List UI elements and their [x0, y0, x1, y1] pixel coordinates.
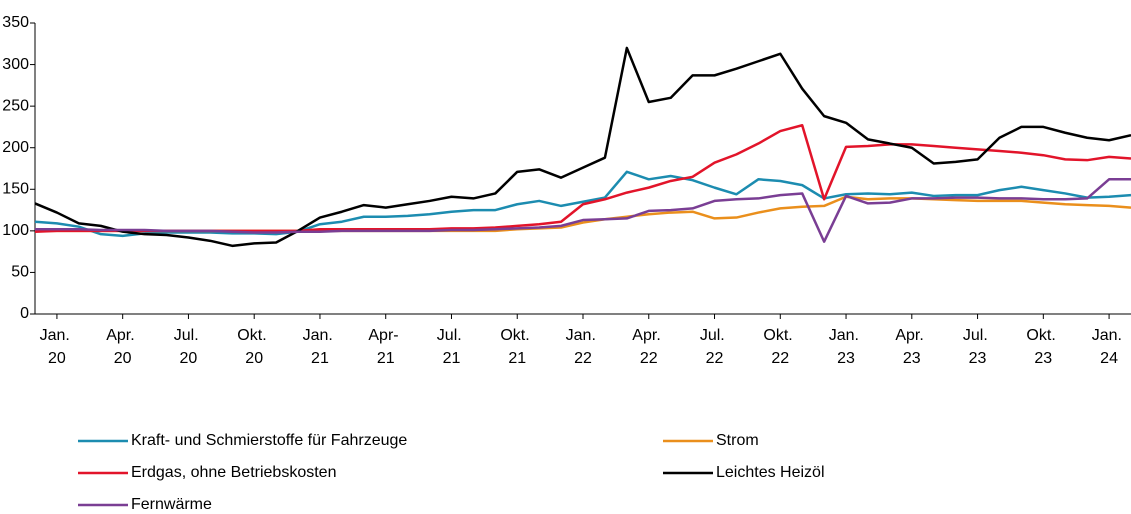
- series-line: [34, 170, 1131, 238]
- y-tick-label: 250: [2, 97, 29, 114]
- x-tick-label: Jan. 23: [829, 327, 864, 367]
- legend-label: Strom: [716, 432, 759, 449]
- y-tick-label: 200: [2, 139, 29, 156]
- y-tick-label: 150: [2, 181, 29, 198]
- legend-label: Fernwärme: [131, 496, 212, 513]
- x-tick-label: Apr. 22: [632, 327, 665, 367]
- x-tick-label: Jan. 21: [303, 327, 338, 367]
- x-tick-label: Jul. 20: [174, 327, 203, 367]
- x-tick-label: Jul. 23: [963, 327, 992, 367]
- x-tick-label: Okt. 23: [1026, 327, 1060, 367]
- legend-label: Erdgas, ohne Betriebskosten: [131, 464, 336, 481]
- x-tick-label: Jan. 22: [566, 327, 601, 367]
- x-tick-label: Okt. 21: [500, 327, 534, 367]
- y-tick-label: 300: [2, 56, 29, 73]
- series-line: [34, 46, 1131, 248]
- x-tick-label: Jan. 20: [40, 327, 75, 367]
- y-tick-label: 50: [11, 264, 29, 281]
- legend-label: Leichtes Heizöl: [716, 464, 825, 481]
- x-tick-label: Jul. 21: [437, 327, 466, 367]
- x-tick-label: Apr- 21: [368, 327, 403, 367]
- y-tick-label: 100: [2, 222, 29, 239]
- y-tick-label: 0: [20, 305, 29, 322]
- x-tick-label: Jan. 24: [1092, 327, 1127, 367]
- legend-label: Kraft- und Schmierstoffe für Fahrzeuge: [131, 432, 407, 449]
- x-tick-label: Jul. 22: [700, 327, 729, 367]
- x-tick-label: Apr. 23: [895, 327, 928, 367]
- x-tick-label: Okt. 22: [763, 327, 797, 367]
- x-tick-label: Okt. 20: [237, 327, 271, 367]
- x-tick-label: Apr. 20: [106, 327, 139, 367]
- series-line: [34, 124, 1131, 233]
- series-line: [35, 178, 1131, 243]
- y-tick-label: 350: [2, 14, 29, 31]
